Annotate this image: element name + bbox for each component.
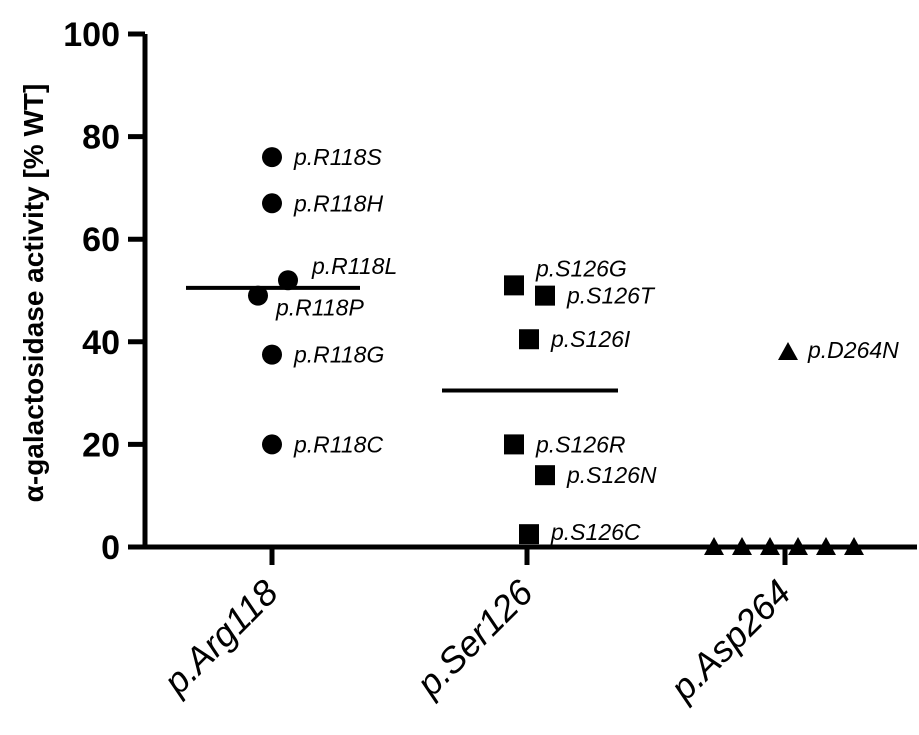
x-tick-label: p.Arg118 [155,572,286,703]
point-label: p.R118S [293,144,382,170]
data-point-square [504,434,524,455]
data-point-circle [278,270,298,291]
data-point-triangle [788,537,808,555]
y-tick-label: 0 [101,529,120,567]
data-point-triangle [778,342,798,361]
point-label: p.S126T [566,283,656,309]
y-tick-label: 20 [82,426,120,464]
data-point-circle [262,193,282,214]
data-point-square [519,524,539,545]
data-point-circle [248,285,268,306]
y-tick-label: 100 [63,16,120,54]
data-point-square [535,285,555,306]
point-label: p.D264N [807,337,899,363]
data-point-square [504,275,524,296]
point-labels: p.R118S p.R118H p.R118L p.R118P p.R118G p.R11… [275,144,899,545]
x-ticks: p.Arg118 p.Ser126 p.Asp264 [155,547,799,709]
data-point-triangle [816,537,836,555]
point-label: p.S126R [535,431,626,457]
data-point-square [519,329,539,350]
point-label: p.S126G [535,255,627,281]
point-label: p.S126I [550,326,631,352]
data-point-triangle [844,537,864,555]
point-label: p.R118G [293,342,384,368]
data-point-circle [262,344,282,365]
x-tick-label: p.Asp264 [661,572,798,709]
y-ticks: 0 20 40 60 80 100 [63,16,145,567]
data-points [248,147,864,555]
y-axis-label: α-galactosidase activity [% WT] [18,84,49,503]
y-tick-label: 40 [82,324,120,362]
point-label: p.S126C [550,519,641,545]
point-label: p.R118P [275,295,364,321]
y-tick-label: 80 [82,119,120,157]
point-label: p.R118L [311,253,397,279]
data-point-triangle [704,537,724,555]
y-tick-label: 60 [82,221,120,259]
data-point-triangle [760,537,780,555]
x-tick-label: p.Ser126 [408,571,542,705]
point-label: p.S126N [566,462,657,488]
mean-lines [186,285,618,393]
point-label: p.R118H [293,190,383,216]
data-point-circle [262,434,282,455]
data-point-circle [262,147,282,168]
data-point-square [535,465,555,486]
data-point-triangle [732,537,752,555]
point-label: p.R118C [293,431,383,457]
